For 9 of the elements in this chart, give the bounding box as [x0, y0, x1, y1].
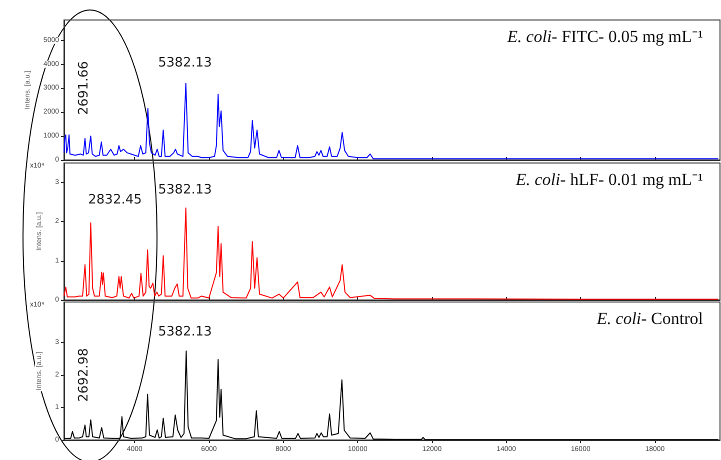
- annotation: 2691.66: [76, 61, 92, 115]
- annotation: 5382.13: [158, 56, 212, 70]
- chart-title: E. coli- FITC- 0.05 mg mL⁻¹: [506, 27, 704, 46]
- chart-title: E. coli- Control: [596, 309, 704, 328]
- annotation: 2692.98: [76, 348, 92, 402]
- annotation: 5382.13: [158, 182, 212, 198]
- chart-title: E. coli- hLF- 0.01 mg mL⁻¹: [514, 170, 704, 189]
- annotation: 5382.13: [158, 324, 212, 340]
- annotation: 2832.45: [88, 192, 142, 208]
